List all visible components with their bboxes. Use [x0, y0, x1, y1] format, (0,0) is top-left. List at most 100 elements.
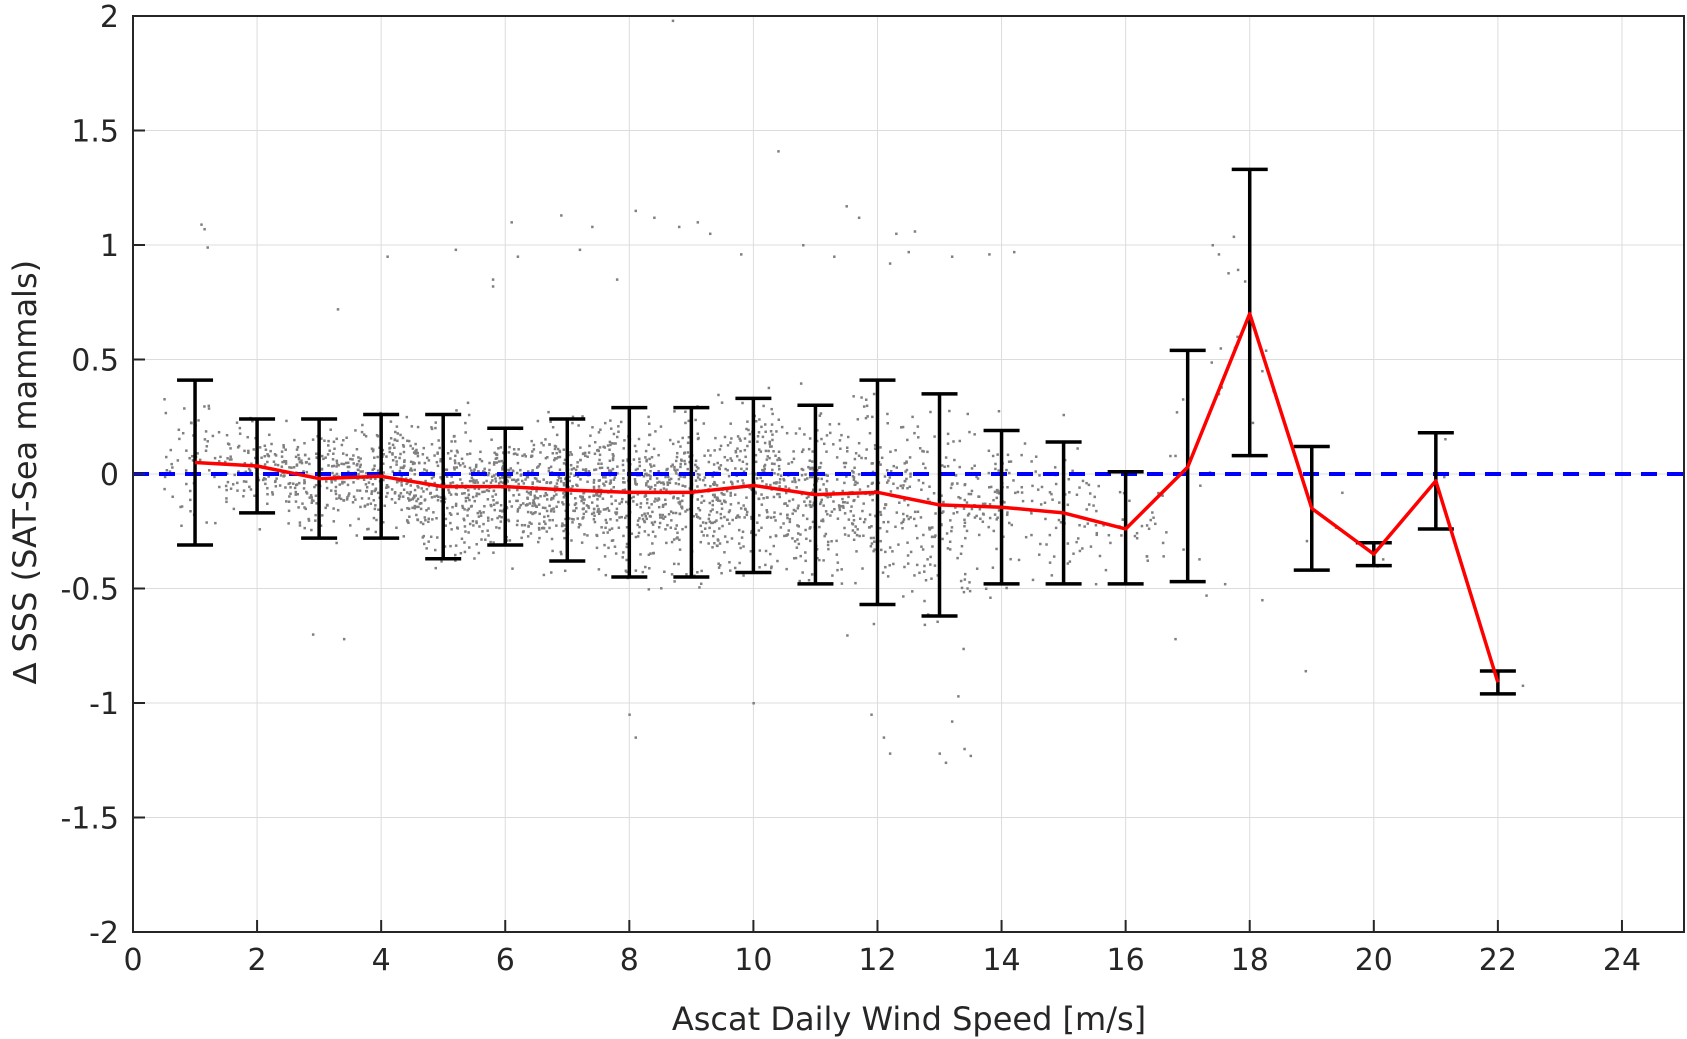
scatter-point-837 [530, 522, 533, 526]
scatter-point-1280 [639, 502, 643, 505]
scatter-point-45 [163, 398, 166, 401]
scatter-point-880 [531, 450, 534, 453]
scatter-point-1835 [756, 440, 759, 443]
scatter-point-2347 [856, 418, 860, 421]
scatter-point-1455 [648, 567, 651, 570]
scatter-point-2771 [1261, 369, 1264, 373]
scatter-point-2103 [841, 497, 844, 501]
scatter-point-291 [341, 482, 344, 485]
scatter-point-1666 [699, 540, 703, 544]
scatter-point-329 [347, 470, 350, 474]
scatter-point-657 [468, 479, 472, 483]
scatter-point-1729 [684, 510, 687, 513]
scatter-point-1810 [765, 458, 769, 461]
scatter-point-2722 [206, 246, 209, 249]
scatter-point-1795 [765, 483, 768, 486]
scatter-point-787 [532, 511, 536, 515]
scatter-point-2711 [1219, 347, 1223, 350]
scatter-point-434 [352, 481, 355, 484]
scatter-point-245 [289, 492, 292, 496]
scatter-point-848 [512, 478, 516, 482]
scatter-point-1177 [596, 504, 599, 508]
scatter-point-2606 [1072, 552, 1075, 555]
scatter-point-1290 [656, 481, 659, 484]
scatter-point-1503 [644, 493, 647, 496]
scatter-point-216 [314, 519, 317, 522]
scatter-point-2540 [995, 496, 999, 500]
scatter-point-523 [357, 459, 361, 463]
scatter-point-1416 [622, 481, 625, 484]
scatter-point-760 [507, 475, 510, 479]
scatter-point-704 [470, 476, 474, 479]
scatter-point-2298 [870, 525, 873, 528]
scatter-point-2222 [895, 466, 899, 469]
scatter-point-1646 [696, 516, 700, 519]
scatter-point-2075 [826, 540, 830, 544]
scatter-point-970 [482, 522, 485, 526]
scatter-point-2730 [560, 214, 563, 217]
axes [132, 15, 1685, 933]
scatter-point-2060 [830, 539, 833, 543]
scatter-point-2588 [1023, 442, 1027, 445]
scatter-point-2008 [734, 450, 738, 454]
scatter-point-1530 [677, 477, 681, 481]
scatter-point-951 [483, 505, 486, 508]
scatter-point-788 [475, 492, 479, 495]
scatter-point-2164 [809, 505, 812, 508]
scatter-point-1414 [613, 545, 617, 548]
scatter-point-2765 [969, 754, 973, 758]
scatter-point-1267 [537, 503, 541, 506]
scatter-point-1145 [551, 452, 555, 455]
scatter-point-162 [230, 458, 233, 461]
scatter-point-1125 [564, 517, 567, 521]
scatter-point-1000 [516, 499, 519, 503]
scatter-point-911 [523, 453, 526, 456]
scatter-point-1068 [573, 474, 576, 478]
scatter-point-2748 [888, 262, 892, 265]
scatter-point-2315 [894, 449, 897, 452]
scatter-point-1405 [611, 458, 615, 462]
scatter-point-1263 [553, 457, 557, 460]
scatter-point-1102 [592, 485, 596, 489]
scatter-point-1029 [553, 447, 557, 451]
scatter-point-1512 [603, 446, 607, 449]
scatter-point-175 [297, 453, 300, 457]
scatter-point-2229 [901, 425, 905, 429]
scatter-point-823 [490, 438, 493, 441]
scatter-point-2686 [1120, 534, 1123, 537]
scatter-point-2350 [852, 471, 855, 474]
scatter-point-2130 [798, 427, 801, 430]
scatter-point-853 [487, 534, 490, 537]
scatter-point-466 [402, 488, 406, 491]
scatter-point-2778 [1174, 454, 1177, 458]
scatter-point-2501 [948, 540, 952, 544]
scatter-point-1943 [728, 522, 731, 525]
scatter-point-2603 [1086, 522, 1090, 525]
scatter-point-1487 [644, 565, 647, 569]
scatter-point-2595 [1009, 460, 1013, 463]
scatter-point-437 [369, 502, 373, 505]
scatter-point-271 [332, 520, 336, 523]
scatter-point-1187 [548, 504, 551, 508]
scatter-point-1700 [713, 493, 716, 497]
scatter-point-824 [528, 521, 531, 524]
scatter-point-2172 [815, 439, 819, 443]
scatter-point-172 [331, 458, 335, 461]
scatter-point-2340 [869, 536, 873, 540]
scatter-point-2416 [911, 415, 914, 419]
scatter-point-719 [454, 454, 457, 458]
scatter-point-315 [344, 461, 348, 465]
scatter-point-646 [411, 462, 415, 466]
scatter-point-1131 [576, 517, 579, 520]
scatter-point-1153 [593, 468, 596, 472]
scatter-point-317 [320, 467, 324, 471]
scatter-point-2096 [843, 526, 846, 530]
scatter-point-561 [413, 488, 417, 492]
scatter-point-605 [437, 439, 440, 442]
scatter-point-472 [352, 462, 355, 465]
scatter-point-1499 [634, 482, 637, 485]
scatter-point-2005 [775, 430, 778, 433]
scatter-point-1942 [730, 537, 734, 540]
scatter-point-1128 [591, 426, 594, 429]
scatter-point-2193 [805, 517, 809, 521]
